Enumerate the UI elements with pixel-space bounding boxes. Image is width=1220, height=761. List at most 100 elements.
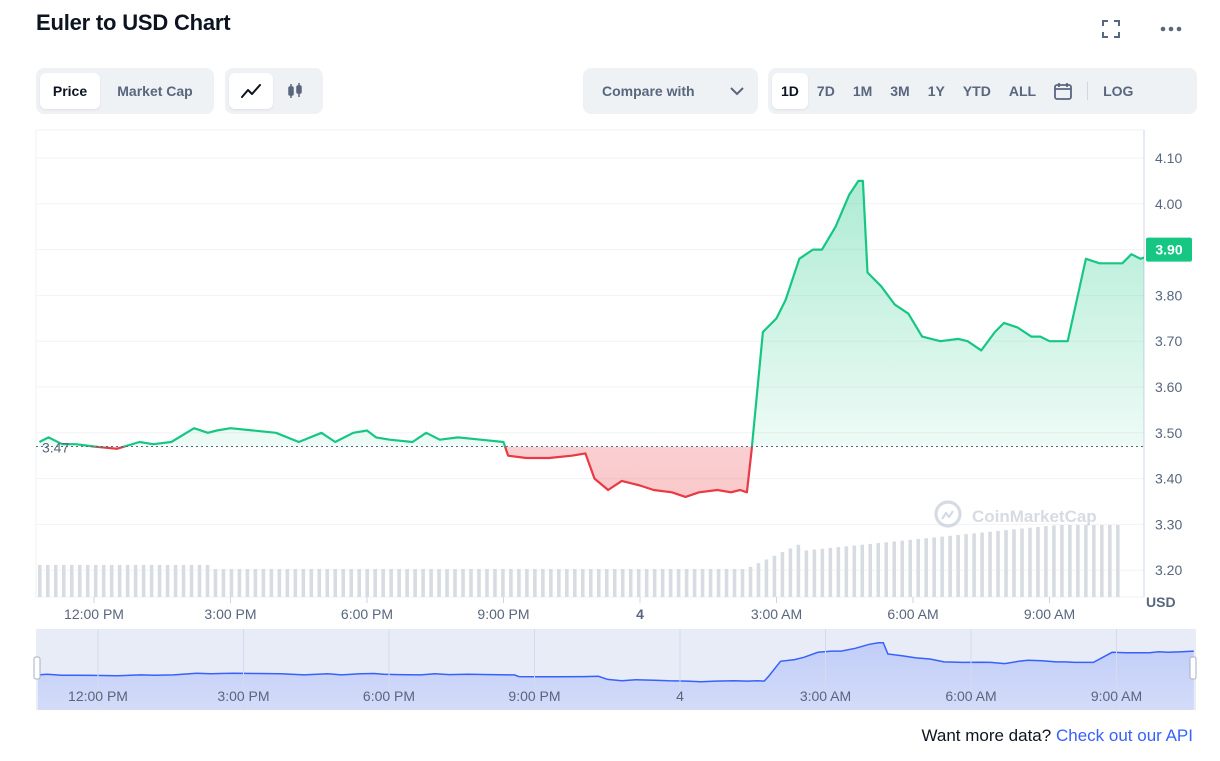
navigator-tick-label: 9:00 AM (1091, 688, 1142, 704)
watermark-text: CoinMarketCap (972, 507, 1097, 526)
api-link[interactable]: Check out our API (1055, 726, 1193, 745)
volume-bar (900, 540, 905, 597)
tab-price[interactable]: Price (40, 73, 100, 109)
volume-bar (844, 546, 849, 597)
navigator[interactable]: 12:00 PM 3:00 PM 6:00 PM 9:00 PM 4 3:00 AM 6:0… (33, 629, 1197, 710)
current-price-label: 3.90 (1155, 242, 1182, 258)
volume-bar (261, 569, 266, 597)
volume-bar (628, 569, 633, 597)
volume-bar (660, 569, 665, 597)
range-1d[interactable]: 1D (772, 73, 808, 109)
price-line-up (38, 179, 1144, 447)
volume-bar (812, 549, 817, 597)
range-ytd[interactable]: YTD (962, 83, 991, 99)
chart-type-toggle (225, 68, 323, 114)
range-7d[interactable]: 7D (816, 83, 835, 99)
volume-bar (357, 569, 362, 597)
volume-bar (596, 569, 601, 597)
y-tick-label: 3.40 (1155, 471, 1182, 487)
volume-bar (525, 569, 529, 597)
volume-bar (125, 565, 130, 597)
volume-bar (820, 548, 825, 597)
volume-bar (325, 569, 330, 597)
line-chart-icon[interactable] (229, 73, 273, 109)
volume-bar (780, 552, 785, 597)
volume-bar (740, 569, 745, 597)
volume-bar (189, 565, 194, 597)
range-3m[interactable]: 3M (890, 83, 910, 99)
volume-bar (213, 569, 218, 597)
volume-bar (804, 550, 809, 597)
x-tick-label: 3:00 AM (751, 606, 802, 622)
volume-bar (892, 541, 897, 597)
x-tick-label: 12:00 PM (64, 606, 124, 622)
volume-bar (165, 565, 170, 597)
x-tick-label: 6:00 AM (887, 606, 938, 622)
volume-bar (996, 530, 1000, 597)
coinmarketcap-logo-icon (934, 500, 962, 528)
volume-bar (573, 569, 577, 597)
volume-bar (429, 569, 433, 597)
volume-bar (549, 569, 553, 597)
volume-bar (692, 569, 697, 597)
navigator-area (38, 642, 1194, 710)
range-selector: 1D 7D 1M 3M 1Y YTD ALL LOG (768, 68, 1197, 114)
y-tick-label: 3.80 (1155, 287, 1182, 303)
volume-bar (1028, 527, 1032, 597)
page-title: Euler to USD Chart (36, 10, 231, 35)
volume-bar (53, 565, 58, 597)
volume-bar (1060, 525, 1064, 597)
volume-bar (405, 569, 409, 597)
navigator-tick-label: 6:00 AM (945, 688, 996, 704)
volume-bar (101, 565, 106, 597)
range-1m[interactable]: 1M (852, 83, 873, 99)
volume-bar (541, 569, 545, 597)
volume-bar (924, 538, 928, 597)
volume-bar (956, 534, 960, 597)
volume-bar (245, 569, 250, 597)
volume-bar (916, 539, 920, 597)
tab-market-cap[interactable]: Market Cap (117, 83, 193, 99)
volume-bar (764, 559, 769, 597)
volume-bar (309, 569, 314, 597)
y-tick-label: 4.10 (1155, 150, 1182, 166)
volume-bar (772, 555, 777, 597)
volume-bar (469, 569, 473, 597)
range-1y[interactable]: 1Y (927, 83, 945, 99)
volume-bar (501, 569, 505, 597)
log-toggle[interactable]: LOG (1103, 83, 1134, 99)
volume-bar (940, 536, 944, 597)
volume-bar (652, 569, 657, 597)
volume-bar (509, 569, 513, 597)
volume-bar (453, 569, 457, 597)
volume-bar (381, 569, 385, 597)
volume-bar (533, 569, 537, 597)
volume-bar (221, 569, 226, 597)
volume-bar (301, 569, 306, 597)
area-above-reference (39, 180, 1144, 447)
volume-bar (117, 565, 122, 597)
fullscreen-icon[interactable] (1098, 16, 1124, 42)
volume-bar (908, 539, 912, 597)
volume-bar (45, 565, 50, 597)
calendar-icon[interactable] (1045, 73, 1081, 109)
more-icon[interactable] (1158, 16, 1184, 42)
volume-bar (1084, 525, 1088, 597)
range-all[interactable]: ALL (1008, 83, 1037, 99)
navigator-tick-label: 12:00 PM (68, 688, 128, 704)
y-tick-label: 3.30 (1155, 516, 1182, 532)
volume-bar (612, 569, 617, 597)
volume-bar (860, 544, 865, 597)
volume-bar (109, 565, 114, 597)
y-tick-label: 4.00 (1155, 196, 1182, 212)
compare-dropdown[interactable]: Compare with (583, 68, 758, 114)
chevron-down-icon (730, 86, 744, 95)
volume-bar (828, 547, 833, 597)
volume-bar (341, 569, 346, 597)
axis-layer: 4.10 4.00 3.90 3.80 3.70 3.60 3.50 3.40 3.30 3.20… (42, 150, 1192, 622)
reference-price-label: 3.47 (42, 440, 69, 456)
volume-bar (676, 569, 681, 597)
candlestick-icon[interactable] (273, 73, 317, 109)
volume-bar (1116, 525, 1120, 597)
navigator-line (37, 641, 1194, 683)
